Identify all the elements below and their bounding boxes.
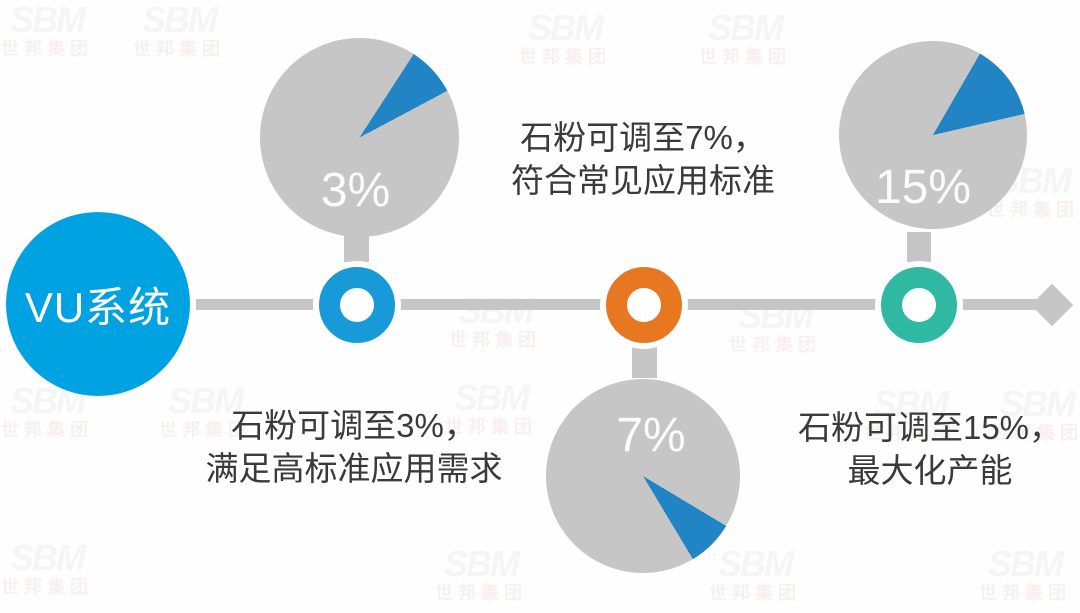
watermark-logo: SBM 世邦集团 xyxy=(1,0,93,60)
watermark-logo: SBM 世邦集团 xyxy=(864,383,956,444)
watermark-logo: SBM 世邦集团 xyxy=(709,543,801,604)
caption-15pct: 石粉可调至15%， 最大化产能 xyxy=(775,406,1080,492)
start-node: VU系统 xyxy=(6,212,190,396)
watermark-logo: SBM 世邦集团 xyxy=(519,7,611,68)
timeline-node-15pct-icon xyxy=(881,267,957,343)
watermark-logo: SBM 世邦集团 xyxy=(449,290,541,351)
caption-line: 石粉可调至15%， xyxy=(797,409,1063,446)
watermark-logo: SBM 世邦集团 xyxy=(1,537,93,598)
pie-15pct-value-label: 15% xyxy=(874,161,972,214)
caption-line: 符合常见应用标准 xyxy=(511,162,775,199)
watermark-logo: SBM 世邦集团 xyxy=(159,380,251,441)
connector-7pct xyxy=(632,346,657,378)
caption-line: 最大化产能 xyxy=(847,452,1013,489)
watermark-logo: SBM 世邦集团 xyxy=(699,7,791,68)
watermark-logo: SBM 世邦集团 xyxy=(435,543,527,604)
pie-chart-7pct: 7% xyxy=(546,379,740,573)
timeline-node-3pct-icon xyxy=(319,267,395,343)
watermark-logo: SBM 世邦集团 xyxy=(445,377,537,438)
caption-7pct: 石粉可调至7%， 符合常见应用标准 xyxy=(483,116,803,202)
caption-3pct: 石粉可调至3%， 满足高标准应用需求 xyxy=(184,404,524,490)
connector-3pct xyxy=(344,234,369,262)
pie-chart-15pct: 15% xyxy=(839,41,1027,229)
caption-line: 满足高标准应用需求 xyxy=(205,450,503,487)
connector-15pct xyxy=(907,232,931,262)
watermark-logo: SBM 世邦集团 xyxy=(991,383,1080,444)
pie-7pct-value-label: 7% xyxy=(616,409,686,462)
watermark-logo: SBM 世邦集团 xyxy=(979,543,1071,604)
timeline-node-7pct-icon xyxy=(606,267,682,343)
caption-line: 石粉可调至3%， xyxy=(231,407,477,444)
caption-line: 石粉可调至7%， xyxy=(520,119,766,156)
watermark-logo: SBM 世邦集团 xyxy=(133,0,225,60)
pie-chart-3pct: 3% xyxy=(260,38,459,237)
pie-3pct-value-label: 3% xyxy=(320,164,391,217)
start-node-label: VU系统 xyxy=(24,283,172,331)
